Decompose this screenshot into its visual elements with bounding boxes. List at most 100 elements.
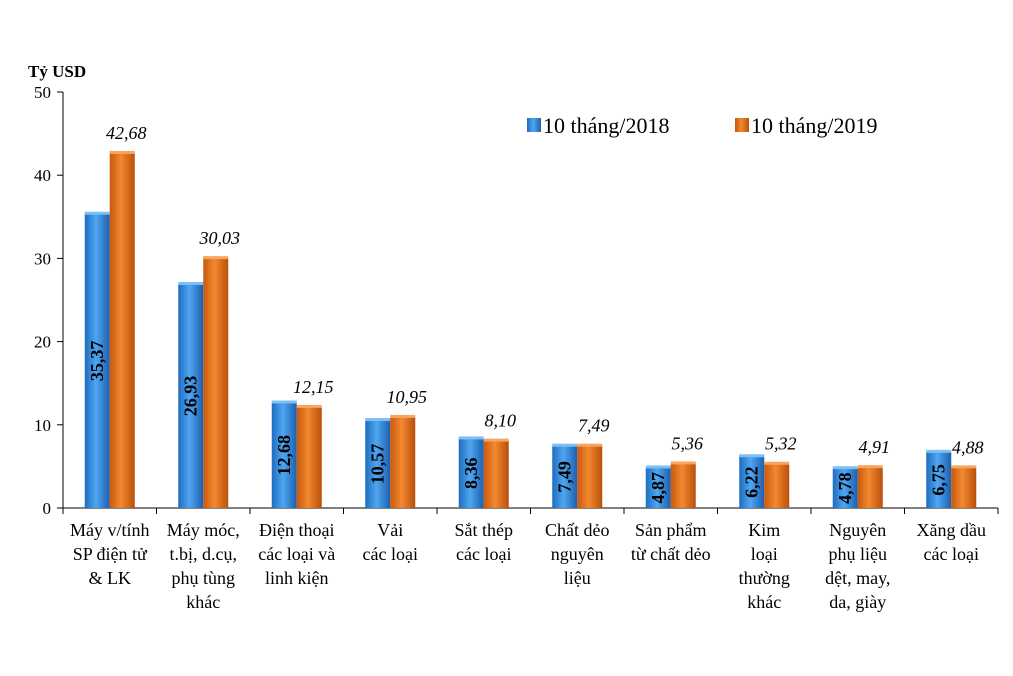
legend: 10 tháng/2018 10 tháng/2019 bbox=[527, 113, 878, 138]
bar-top-cap bbox=[271, 400, 297, 404]
bar-2018 bbox=[832, 466, 858, 508]
bar-body bbox=[832, 468, 858, 508]
category-label-line: da, giày bbox=[829, 592, 886, 612]
bar-top-cap bbox=[764, 461, 790, 465]
bar-top-cap bbox=[832, 466, 858, 470]
bar-2018 bbox=[552, 443, 578, 508]
value-label-2019: 12,15 bbox=[293, 377, 334, 397]
y-tick-label: 20 bbox=[34, 333, 51, 352]
bar-body bbox=[271, 402, 297, 508]
bar-body bbox=[483, 440, 509, 508]
category-label-line: từ chất dẻo bbox=[631, 544, 711, 564]
value-label-2019: 8,10 bbox=[485, 411, 517, 431]
value-label-2018: 6,22 bbox=[742, 466, 762, 498]
category-label-line: các loại bbox=[363, 544, 418, 564]
category-label: Điện thoại các loại và linh kiện bbox=[258, 520, 335, 588]
category-label-line: nguyên bbox=[551, 544, 604, 564]
category-label: Vải các loại bbox=[363, 520, 418, 564]
bar-2019 bbox=[577, 443, 603, 508]
value-label-2018: 4,78 bbox=[835, 472, 855, 504]
value-label-2019: 42,68 bbox=[106, 123, 147, 143]
value-label-2019: 5,36 bbox=[672, 433, 704, 453]
bars bbox=[84, 150, 977, 508]
category-label-line: Nguyên bbox=[829, 520, 886, 540]
bar-top-cap bbox=[670, 461, 696, 465]
category-label-line: Xăng dầu bbox=[917, 520, 986, 540]
bar-2018 bbox=[84, 211, 110, 508]
bar-body bbox=[951, 467, 977, 508]
value-label-2018: 35,37 bbox=[87, 341, 107, 382]
bar-body bbox=[577, 445, 603, 508]
value-label-2018: 7,49 bbox=[555, 461, 575, 493]
category-label: Sắt thép các loại bbox=[455, 520, 514, 564]
category-label-line: Điện thoại bbox=[259, 520, 334, 540]
bar-top-cap bbox=[577, 443, 603, 447]
category-label: Sản phẩm từ chất dẻo bbox=[631, 520, 711, 564]
bar-2018 bbox=[271, 400, 297, 508]
bar-top-cap bbox=[109, 150, 135, 154]
category-label-line: Máy móc, bbox=[167, 520, 240, 540]
category-label-line: các loại và bbox=[258, 544, 335, 564]
bar-2018 bbox=[739, 454, 765, 508]
bar-2019 bbox=[483, 438, 509, 508]
legend-item: 10 tháng/2019 bbox=[735, 113, 878, 138]
bar-top-cap bbox=[552, 443, 578, 447]
bar-2019 bbox=[390, 414, 416, 508]
bar-top-cap bbox=[178, 281, 204, 285]
category-label: Xăng dầu các loại bbox=[917, 520, 986, 564]
bar-body bbox=[926, 451, 952, 508]
bar-body bbox=[645, 467, 671, 508]
bar-body bbox=[178, 283, 204, 508]
bar-body bbox=[203, 258, 229, 508]
category-label: Chất dẻo nguyên liệu bbox=[545, 520, 610, 588]
y-tick-label: 50 bbox=[34, 83, 51, 102]
value-label-2018: 6,75 bbox=[929, 464, 949, 496]
value-label-2019: 4,91 bbox=[859, 437, 891, 457]
y-tick-label: 0 bbox=[43, 499, 52, 518]
bar-body bbox=[739, 456, 765, 508]
value-label-2019: 30,03 bbox=[199, 228, 241, 248]
bar-top-cap bbox=[365, 418, 391, 422]
category-label: Máy v/tính SP điện tử & LK bbox=[70, 520, 150, 588]
category-label-line: liệu bbox=[564, 568, 591, 588]
legend-label: 10 tháng/2018 bbox=[543, 113, 670, 138]
value-label-2018: 12,68 bbox=[274, 435, 294, 476]
bar-2018 bbox=[645, 465, 671, 508]
bar-2019 bbox=[670, 461, 696, 508]
bar-body bbox=[764, 463, 790, 508]
category-label-line: Sắt thép bbox=[455, 520, 514, 540]
category-label: Nguyên phụ liệu dệt, may, da, giày bbox=[825, 520, 890, 612]
y-axis-ticks: 0 10 20 30 40 50 bbox=[34, 83, 999, 518]
category-label: Kim loại thường khác bbox=[739, 520, 790, 612]
bar-2019 bbox=[951, 465, 977, 508]
category-label-line: thường bbox=[739, 568, 790, 588]
bar-body bbox=[109, 152, 135, 508]
bar-body bbox=[670, 463, 696, 508]
bar-2019 bbox=[109, 150, 135, 508]
value-labels: 35,37 42,68 26,93 30,03 12,68 12,15 10,57 10,95… bbox=[87, 123, 983, 504]
bar-top-cap bbox=[926, 449, 952, 453]
bar-top-cap bbox=[203, 256, 229, 260]
legend-swatch bbox=[527, 118, 541, 132]
y-tick-label: 30 bbox=[34, 249, 51, 268]
value-label-2018: 26,93 bbox=[181, 376, 201, 417]
bar-top-cap bbox=[739, 454, 765, 458]
legend-swatch bbox=[735, 118, 749, 132]
bar-2019 bbox=[857, 465, 883, 508]
y-tick-label: 10 bbox=[34, 416, 51, 435]
bar-top-cap bbox=[483, 438, 509, 442]
legend-item: 10 tháng/2018 bbox=[527, 113, 670, 138]
bar-2018 bbox=[365, 418, 391, 508]
bar-top-cap bbox=[951, 465, 977, 469]
bar-top-cap bbox=[390, 414, 416, 418]
bar-body bbox=[857, 467, 883, 508]
category-label-line: Sản phẩm bbox=[635, 520, 707, 540]
bar-2019 bbox=[296, 404, 322, 508]
category-label-line: Chất dẻo bbox=[545, 520, 610, 540]
category-label-line: Vải bbox=[377, 520, 403, 540]
category-label-line: phụ liệu bbox=[829, 544, 888, 564]
bar-top-cap bbox=[296, 404, 322, 408]
bar-top-cap bbox=[84, 211, 110, 215]
value-label-2019: 7,49 bbox=[578, 416, 610, 436]
